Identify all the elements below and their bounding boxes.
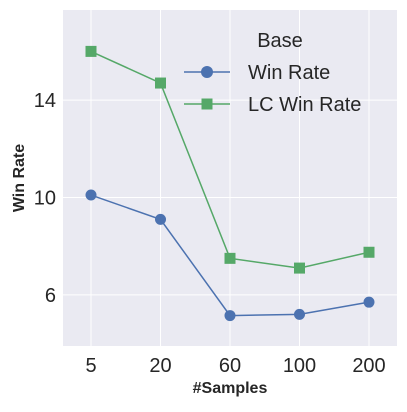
data-point-win-rate-200 [363, 296, 375, 308]
x-tick-label-100: 100 [283, 355, 316, 377]
legend-title: Base [257, 30, 303, 52]
grid-lines [63, 10, 397, 346]
tick-labels: 5 20 60 100 200 6 10 14 [34, 90, 386, 377]
y-tick-label-14: 14 [34, 90, 56, 112]
x-tick-label-60: 60 [219, 355, 241, 377]
legend-marker-lc-win-rate [201, 98, 213, 110]
data-point-win-rate-5 [85, 189, 97, 201]
legend: Base Win Rate LC Win Rate [184, 30, 361, 116]
legend-marker-win-rate [201, 66, 213, 78]
legend-item-lc-win-rate: LC Win Rate [184, 94, 361, 116]
y-tick-label-10: 10 [34, 187, 56, 209]
x-axis-label: #Samples [193, 380, 268, 397]
data-point-lc-win-rate-100 [294, 262, 305, 274]
legend-item-win-rate: Win Rate [184, 62, 330, 84]
data-point-lc-win-rate-200 [363, 246, 375, 258]
data-point-lc-win-rate-5 [85, 45, 97, 57]
legend-label-lc-win-rate: LC Win Rate [248, 94, 361, 116]
series-layer [85, 45, 375, 322]
data-point-win-rate-60 [224, 310, 236, 322]
x-tick-label-200: 200 [352, 355, 385, 377]
y-tick-label-6: 6 [45, 285, 56, 307]
y-axis-label: Win Rate [11, 144, 28, 212]
x-tick-label-5: 5 [85, 355, 96, 377]
data-point-lc-win-rate-20 [155, 77, 166, 89]
data-point-lc-win-rate-60 [224, 252, 236, 264]
x-tick-label-20: 20 [149, 355, 171, 377]
data-point-win-rate-100 [294, 308, 305, 320]
data-point-win-rate-20 [155, 213, 166, 225]
legend-label-win-rate: Win Rate [248, 62, 330, 84]
